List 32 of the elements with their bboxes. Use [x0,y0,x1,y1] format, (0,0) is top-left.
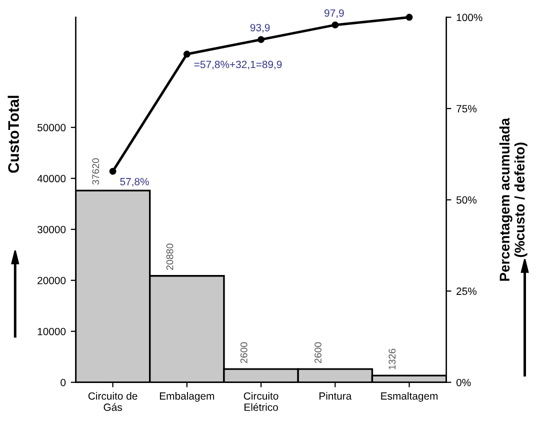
y-tick-label: 20000 [38,276,66,284]
point [406,14,413,21]
y-tick-label: 30000 [37,226,66,234]
point [258,36,265,44]
y-tick-label: 50000 [37,124,66,132]
x-tick-label: Embalagem [160,392,214,402]
y-tick-label: 40000 [37,174,66,182]
point [183,50,190,58]
y-axis-title: CustoTotal [8,96,19,173]
data-label: 2600 [314,342,322,364]
point [109,168,116,175]
data-label: 2600 [240,342,248,364]
y2-axis-title: Percentagem acumulada (%custo / defeito) [499,118,528,281]
point [332,21,339,28]
data-label: 1326 [388,348,396,370]
y2-tick-label: 100% [456,14,482,22]
data-label: =57,8%+32,1=89,9 [194,60,282,70]
data-label: 20880 [166,244,174,270]
x-tick-label: Pintura [320,392,352,400]
y2-tick-label: 25% [456,288,477,295]
data-label: 37620 [92,158,100,185]
x-tick-label: Circuito de Gás [88,392,138,411]
data-label: 57,8% [120,178,149,187]
data-label: 97,9 [324,9,344,18]
x-tick-label: Esmaltagem [381,392,438,402]
y2-tick-label: 75% [456,105,477,112]
y-tick-label: 10000 [38,328,66,336]
x-tick-label: Circuito Elétrico [244,392,278,411]
y2-tick-label: 50% [456,196,477,204]
y2-tick-label: 0% [456,378,471,386]
data-label: 93,9 [250,24,270,33]
y-tick-label: 0 [60,378,66,386]
